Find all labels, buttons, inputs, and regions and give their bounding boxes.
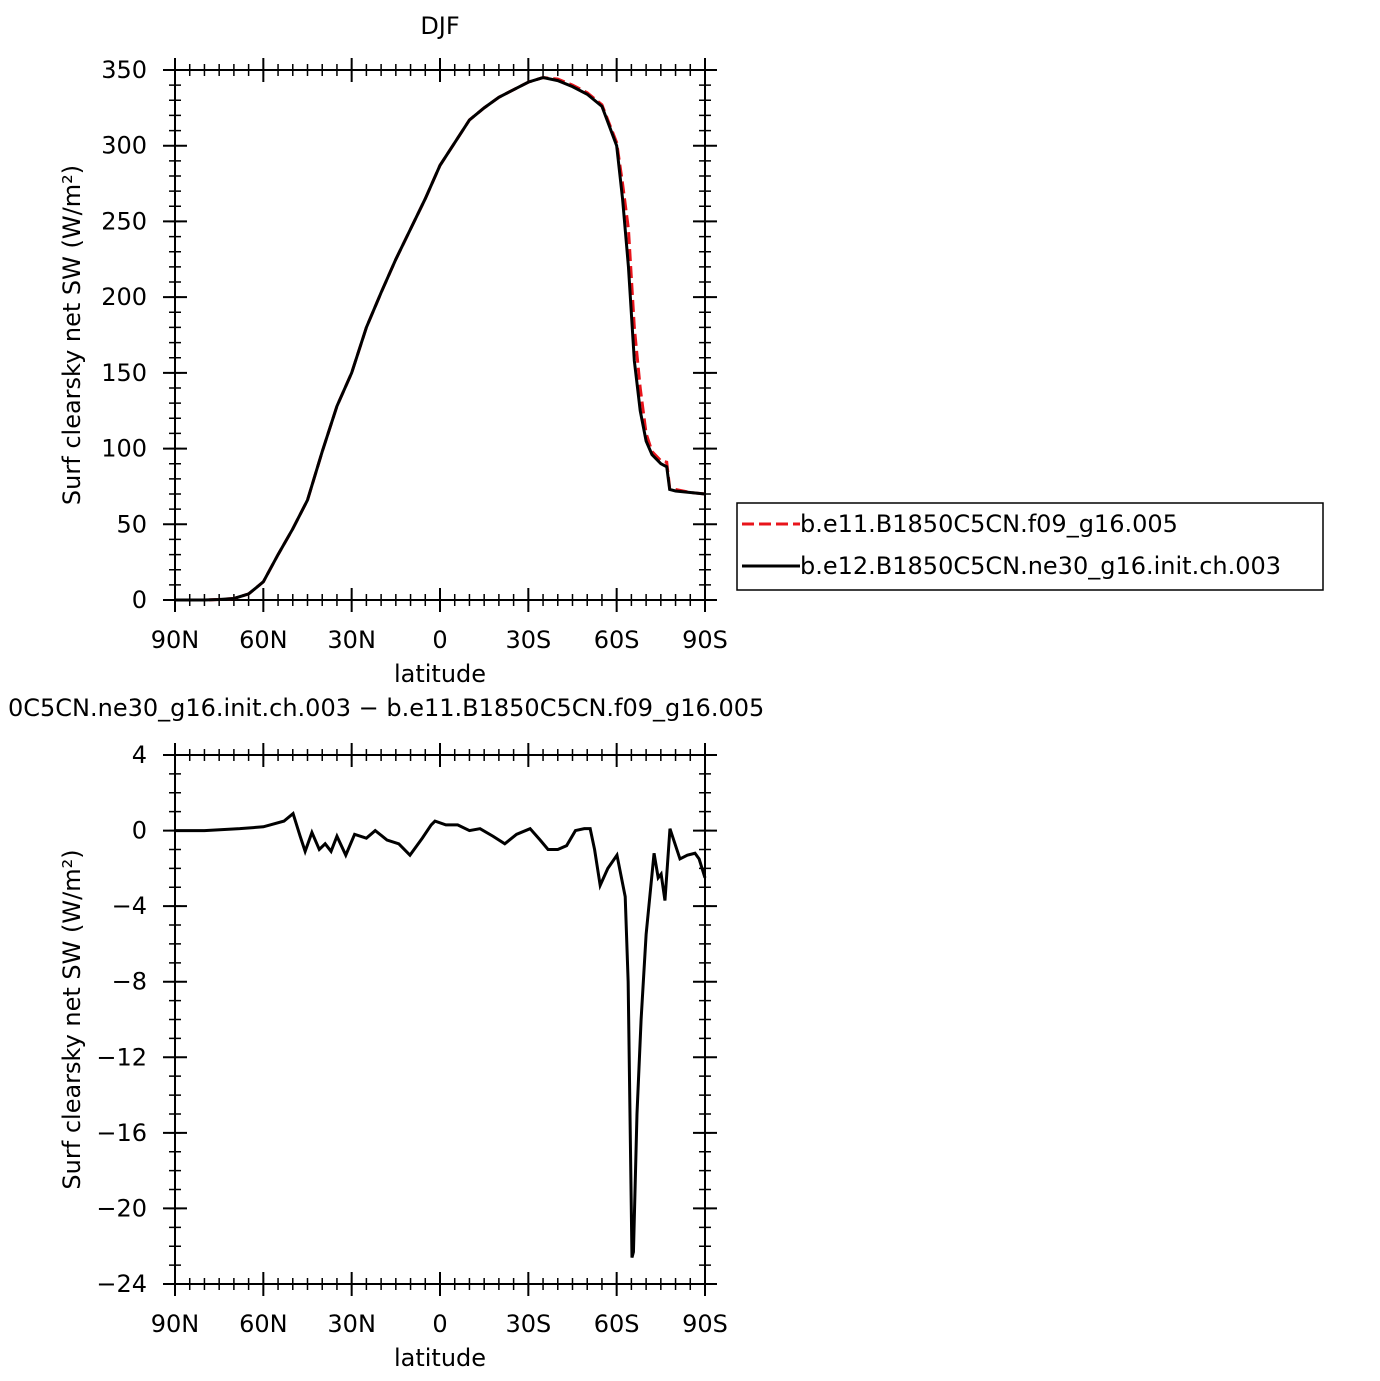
y-tick-label: 100 [101,435,147,463]
series-line [175,76,706,602]
x-tick-label: 0 [432,626,447,654]
x-tick-label: 30N [327,1310,376,1338]
y-tick-label: 250 [101,207,147,235]
y-tick-label: 50 [116,510,147,538]
y-tick-label: 300 [101,132,147,160]
y-tick-label: −20 [96,1194,147,1222]
x-tick-label: 60S [594,1310,640,1338]
chart-title: DJF [420,12,459,40]
x-tick-label: 90N [151,626,200,654]
series-line [175,810,707,1258]
y-tick-label: −24 [96,1270,147,1298]
series-line [175,76,706,602]
plot-frame [174,69,706,601]
x-tick-label: 60S [594,626,640,654]
x-axis-label: latitude [394,1344,486,1372]
y-tick-label: −12 [96,1043,147,1071]
y-tick-label: 4 [132,741,147,769]
x-tick-label: 90S [682,626,728,654]
y-tick-label: 200 [101,283,147,311]
y-tick-label: 0 [132,817,147,845]
x-tick-label: 30N [327,626,376,654]
x-tick-label: 90S [682,1310,728,1338]
y-tick-label: −8 [112,968,147,996]
y-tick-label: 350 [101,56,147,84]
y-tick-label: −16 [96,1119,147,1147]
plot-frame [174,754,706,1285]
y-axis-label: Surf clearsky net SW (W/m²) [58,165,86,505]
x-tick-label: 60N [239,626,288,654]
x-tick-label: 0 [432,1310,447,1338]
x-axis-label: latitude [394,660,486,688]
legend-box [736,502,1324,591]
y-axis-label: Surf clearsky net SW (W/m²) [58,849,86,1189]
y-tick-label: 150 [101,359,147,387]
x-tick-label: 60N [239,1310,288,1338]
legend-label: b.e12.B1850C5CN.ne30_g16.init.ch.003 [800,552,1281,580]
y-tick-label: −4 [112,892,147,920]
chart-title: 0C5CN.ne30_g16.init.ch.003 − b.e11.B1850… [8,694,764,722]
y-tick-label: 0 [132,586,147,614]
x-tick-label: 30S [505,626,551,654]
legend-label: b.e11.B1850C5CN.f09_g16.005 [800,510,1178,538]
x-tick-label: 90N [151,1310,200,1338]
x-tick-label: 30S [505,1310,551,1338]
